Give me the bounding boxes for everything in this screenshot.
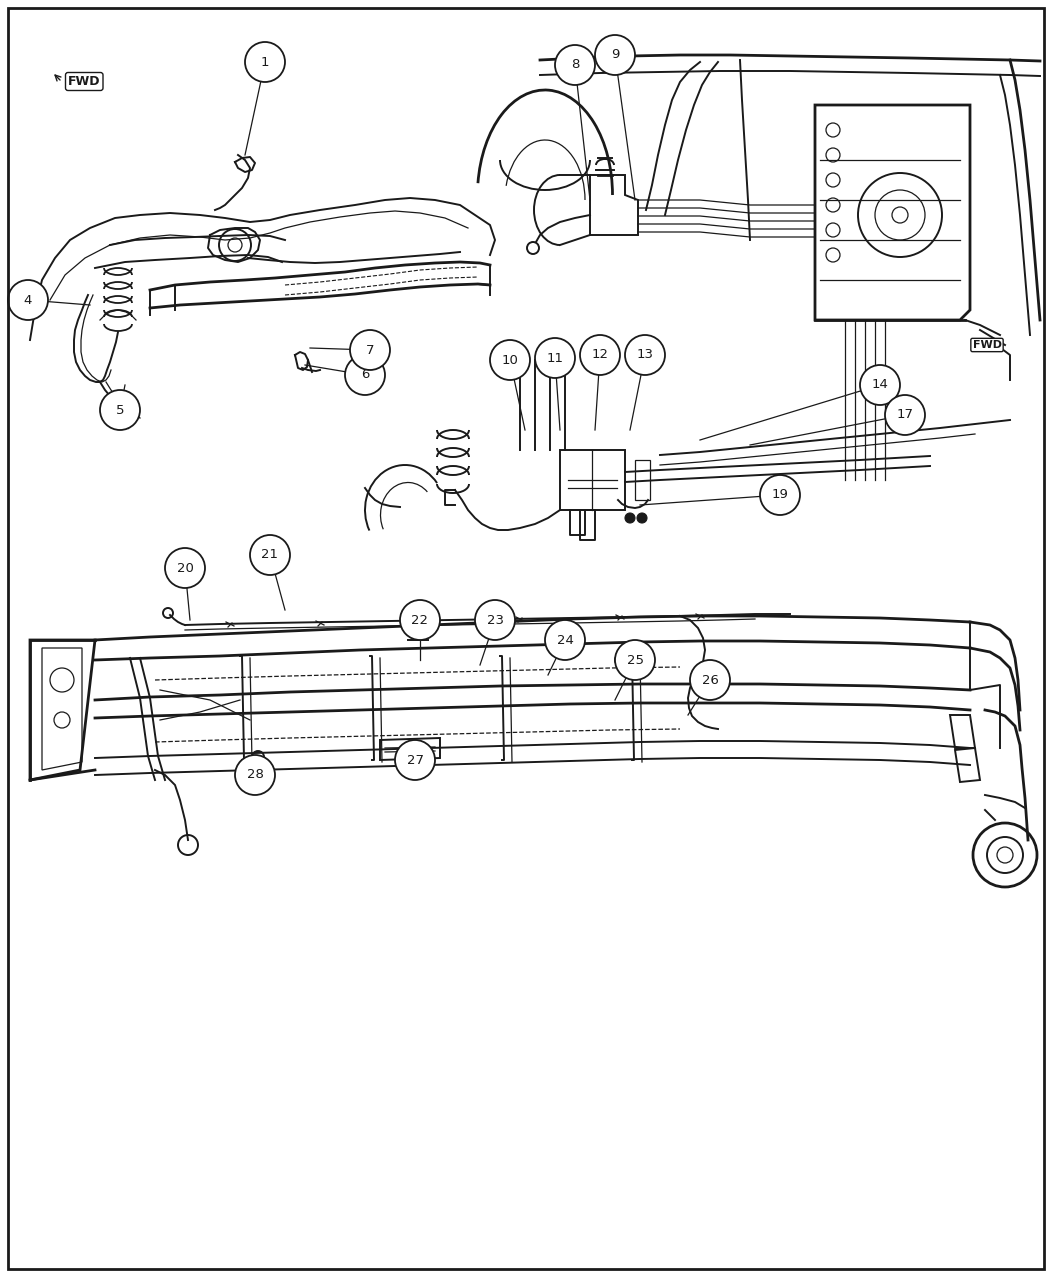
Circle shape [690, 660, 730, 700]
Text: 6: 6 [361, 369, 369, 382]
Circle shape [345, 355, 385, 395]
Text: 1: 1 [261, 55, 269, 69]
Circle shape [235, 755, 275, 796]
Text: 17: 17 [896, 409, 913, 421]
Text: 25: 25 [627, 654, 644, 667]
Text: 12: 12 [591, 349, 608, 361]
Circle shape [580, 335, 620, 375]
Text: 8: 8 [571, 59, 580, 72]
Circle shape [400, 600, 440, 640]
Circle shape [545, 621, 585, 660]
Text: FWD: FWD [68, 75, 101, 88]
Circle shape [555, 45, 595, 86]
Circle shape [476, 600, 515, 640]
Circle shape [245, 42, 285, 82]
Text: 7: 7 [366, 344, 375, 356]
Circle shape [100, 389, 140, 430]
Text: 28: 28 [246, 769, 263, 782]
Text: 21: 21 [262, 549, 279, 562]
Text: 4: 4 [24, 294, 33, 306]
Text: 19: 19 [771, 489, 788, 502]
Circle shape [760, 475, 800, 515]
Circle shape [350, 329, 390, 370]
Circle shape [535, 338, 575, 378]
Circle shape [859, 365, 901, 405]
Text: 13: 13 [636, 349, 653, 361]
Text: 9: 9 [611, 49, 620, 61]
Circle shape [490, 340, 530, 381]
Text: 27: 27 [406, 753, 424, 766]
Circle shape [394, 739, 434, 780]
Text: 20: 20 [177, 562, 194, 575]
Circle shape [885, 395, 925, 435]
Text: 24: 24 [557, 633, 573, 646]
Circle shape [638, 513, 647, 524]
Circle shape [625, 335, 665, 375]
Text: FWD: FWD [972, 340, 1002, 350]
Text: 10: 10 [502, 354, 519, 366]
Circle shape [615, 640, 655, 679]
Text: 26: 26 [702, 673, 719, 687]
Text: 11: 11 [546, 351, 564, 364]
Text: 14: 14 [871, 378, 889, 392]
Circle shape [595, 34, 635, 75]
Circle shape [625, 513, 635, 524]
Text: 5: 5 [116, 404, 124, 416]
Text: 22: 22 [411, 613, 428, 627]
Circle shape [8, 280, 48, 321]
Circle shape [165, 548, 205, 587]
Text: 23: 23 [486, 613, 504, 627]
Circle shape [250, 535, 290, 575]
